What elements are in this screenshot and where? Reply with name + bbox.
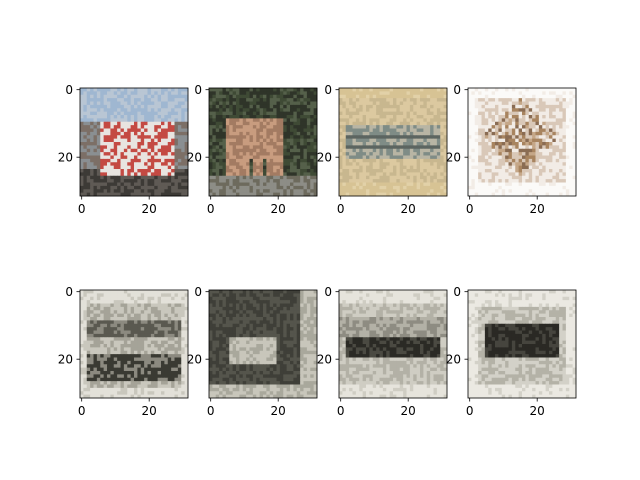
x-tick-label: 0 (466, 202, 474, 216)
x-tick-label: 0 (337, 202, 345, 216)
x-tick-label: 20 (401, 404, 416, 418)
image-pixels-bottom-3 (339, 290, 448, 399)
y-tick-label: 0 (65, 285, 73, 299)
image-pixels-top-2 (209, 88, 318, 197)
y-tick-label: 20 (58, 352, 73, 366)
image-panel-bottom-3: 0 20 0 20 (317, 285, 448, 418)
y-tick-label: 20 (446, 352, 461, 366)
x-tick-label: 20 (530, 404, 545, 418)
y-tick-label: 0 (194, 285, 202, 299)
image-pixels-top-1 (80, 88, 189, 197)
y-tick-label: 0 (453, 83, 461, 97)
image-panel-top-3: 0 20 0 20 (317, 83, 448, 216)
x-tick-label: 0 (466, 404, 474, 418)
x-tick-label: 20 (271, 202, 286, 216)
axes-frame (208, 87, 318, 197)
axes-frame (338, 87, 448, 197)
y-tick-label: 0 (324, 285, 332, 299)
image-panel-top-1: 0 20 0 20 (58, 83, 189, 216)
image-pixels-bottom-1 (80, 290, 189, 399)
y-tick-label: 20 (317, 150, 332, 164)
y-tick-label: 0 (324, 83, 332, 97)
y-tick-label: 0 (65, 83, 73, 97)
image-panel-bottom-2: 0 20 0 20 (187, 285, 318, 418)
image-pixels-bottom-2 (209, 290, 318, 399)
y-tick-label: 20 (446, 150, 461, 164)
x-tick-label: 20 (271, 404, 286, 418)
image-panel-bottom-4: 0 20 0 20 (446, 285, 577, 418)
image-pixels-top-4 (468, 88, 577, 197)
x-tick-label: 20 (142, 202, 157, 216)
x-tick-label: 20 (530, 202, 545, 216)
y-tick-label: 0 (453, 285, 461, 299)
x-tick-label: 20 (142, 404, 157, 418)
axes-frame (467, 289, 577, 399)
y-tick-label: 0 (194, 83, 202, 97)
y-tick-label: 20 (187, 150, 202, 164)
y-tick-label: 20 (58, 150, 73, 164)
x-tick-label: 0 (78, 404, 86, 418)
x-tick-label: 0 (337, 404, 345, 418)
x-tick-label: 0 (207, 202, 215, 216)
x-tick-label: 0 (207, 404, 215, 418)
axes-frame (79, 87, 189, 197)
axes-frame (338, 289, 448, 399)
y-tick-label: 20 (187, 352, 202, 366)
image-panel-top-4: 0 20 0 20 (446, 83, 577, 216)
x-tick-label: 20 (401, 202, 416, 216)
x-tick-label: 0 (78, 202, 86, 216)
axes-frame (467, 87, 577, 197)
image-pixels-top-3 (339, 88, 448, 197)
axes-frame (208, 289, 318, 399)
axes-frame (79, 289, 189, 399)
image-pixels-bottom-4 (468, 290, 577, 399)
y-tick-label: 20 (317, 352, 332, 366)
image-panel-bottom-1: 0 20 0 20 (58, 285, 189, 418)
image-panel-top-2: 0 20 0 20 (187, 83, 318, 216)
